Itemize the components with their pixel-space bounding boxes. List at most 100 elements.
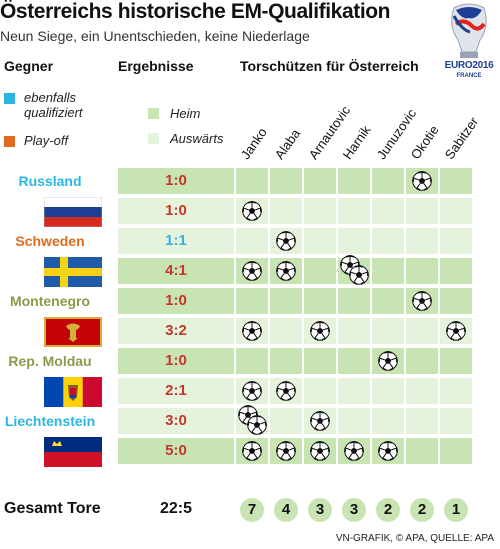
scorer-cell	[440, 408, 472, 434]
scorer-cell	[372, 198, 404, 224]
score-cell	[118, 318, 234, 344]
match-row: 1:1	[118, 228, 500, 254]
total-goals-badge: 3	[308, 498, 332, 522]
scorer-cell	[236, 348, 268, 374]
legend-qualified-label: ebenfalls qualifiziert	[24, 90, 83, 120]
flag-liechtenstein-icon	[44, 437, 102, 467]
opponent-name: Liechtenstein	[4, 413, 96, 429]
flag-montenegro-icon	[44, 317, 102, 347]
scorer-cell	[338, 348, 370, 374]
scorer-cell	[406, 408, 438, 434]
scorer-cell	[440, 348, 472, 374]
footer-credit: VN-GRAFIK, © APA, QUELLE: APA	[335, 533, 494, 544]
match-row: 1:0	[118, 348, 500, 374]
football-icon	[378, 440, 398, 461]
scorer-cell	[270, 288, 302, 314]
legend-playoff-label: Play-off	[24, 133, 69, 148]
scorer-cell	[372, 228, 404, 254]
scorer-cell	[338, 198, 370, 224]
scorer-cell	[338, 288, 370, 314]
football-icon	[242, 200, 262, 221]
match-score: 2:1	[165, 382, 187, 399]
football-icon	[276, 440, 296, 461]
football-icon	[412, 290, 432, 311]
scorer-cell	[270, 168, 302, 194]
scorer-cell	[406, 228, 438, 254]
football-icon	[242, 260, 262, 281]
scorer-cell	[406, 378, 438, 404]
match-row: 3:2	[118, 318, 500, 344]
football-icon	[242, 380, 262, 401]
scorer-cell	[236, 168, 268, 194]
scorer-name-alaba: Alaba	[271, 126, 304, 162]
score-cell	[118, 348, 234, 374]
score-cell	[118, 258, 234, 284]
scorer-name-okotie: Okotie	[407, 122, 442, 162]
scorer-cell	[406, 258, 438, 284]
scorer-name-janko: Janko	[237, 124, 270, 162]
score-cell	[118, 408, 234, 434]
scorer-cell	[372, 168, 404, 194]
opponent-name: Russland	[18, 173, 82, 189]
totals-score: 22:5	[159, 500, 193, 517]
score-cell	[118, 288, 234, 314]
total-goals-badge: 2	[410, 498, 434, 522]
football-icon	[344, 440, 364, 461]
scorer-cell	[440, 228, 472, 254]
scorer-cell	[372, 378, 404, 404]
match-row: 5:0	[118, 438, 500, 464]
scorer-cell	[270, 408, 302, 434]
flag-russia-icon	[44, 197, 102, 227]
football-icon	[349, 264, 369, 285]
scorer-cell	[440, 258, 472, 284]
scorer-cell	[270, 198, 302, 224]
page-title: Österreichs historische EM-Qualifikation	[0, 0, 391, 23]
match-score: 4:1	[165, 262, 187, 279]
score-cell	[118, 198, 234, 224]
scorer-cell	[338, 378, 370, 404]
match-score: 1:0	[165, 352, 187, 369]
total-goals-badge: 4	[274, 498, 298, 522]
scorer-cell	[338, 408, 370, 434]
score-cell	[118, 228, 234, 254]
scorer-cell	[304, 198, 336, 224]
scorer-cell	[440, 288, 472, 314]
football-icon	[412, 170, 432, 191]
match-score: 1:1	[165, 232, 187, 249]
opponent-name: Rep. Moldau	[8, 353, 92, 369]
legend-qualified-swatch	[4, 93, 15, 104]
match-row: 1:0	[118, 198, 500, 224]
football-icon	[242, 440, 262, 461]
match-row: 3:0	[118, 404, 500, 435]
scorer-name-harnik: Harnik	[339, 122, 374, 162]
legend-home-swatch	[148, 108, 159, 119]
scorer-cell	[304, 378, 336, 404]
scorer-cell	[440, 168, 472, 194]
scorer-cell	[440, 438, 472, 464]
match-row: 1:0	[118, 288, 500, 314]
score-cell	[118, 438, 234, 464]
match-row: 4:1	[118, 254, 500, 285]
legend-away-label: Auswärts	[170, 131, 224, 146]
header-gegner: Gegner	[4, 58, 54, 74]
scorer-cell	[406, 318, 438, 344]
euro2016-logo: EURO2016 FRANCE	[440, 2, 498, 88]
match-score: 5:0	[165, 442, 187, 459]
football-icon	[378, 350, 398, 371]
scorer-cell	[440, 378, 472, 404]
scorer-cell	[236, 228, 268, 254]
scorer-cell	[372, 408, 404, 434]
legend-home-label: Heim	[170, 106, 201, 121]
total-goals-badge: 3	[342, 498, 366, 522]
page-subtitle: Neun Siege, ein Unentschieden, keine Nie…	[0, 28, 310, 44]
scorer-cell	[372, 318, 404, 344]
scorer-name-sabitzer: Sabitzer	[441, 114, 482, 162]
scorer-cell	[406, 438, 438, 464]
scorer-cell	[304, 258, 336, 284]
football-icon	[446, 320, 466, 341]
scorer-cell	[304, 228, 336, 254]
football-icon	[242, 320, 262, 341]
opponent-name: Schweden	[15, 233, 85, 249]
football-icon	[276, 380, 296, 401]
flag-moldova-icon	[44, 377, 102, 407]
